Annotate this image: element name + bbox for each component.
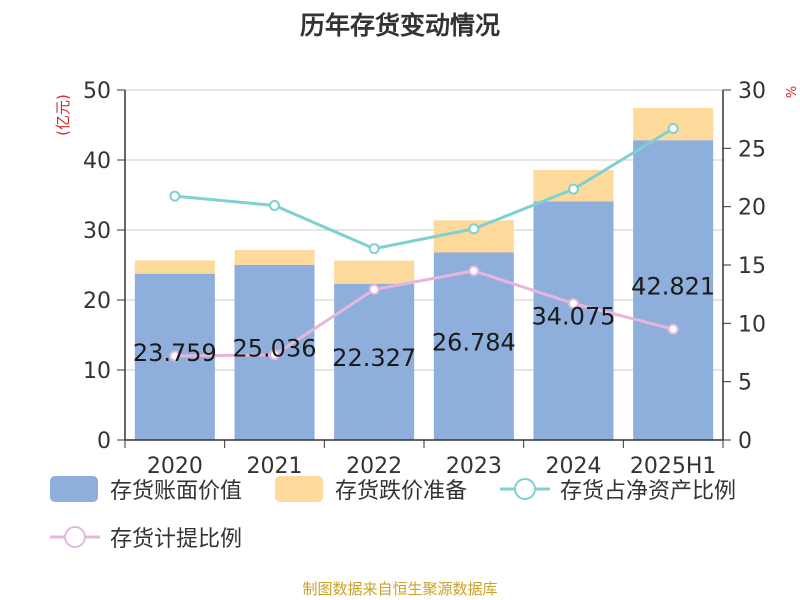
bar-series bbox=[134, 108, 714, 441]
point-net-asset-ratio bbox=[667, 123, 679, 134]
point-provision-ratio bbox=[568, 298, 579, 309]
legend-line-net-asset-ratio bbox=[500, 478, 550, 500]
legend-label-book-value: 存货账面价值 bbox=[110, 479, 243, 504]
left-tick-label: 50 bbox=[83, 79, 111, 104]
left-tick-label: 40 bbox=[83, 149, 111, 174]
bar-book-value bbox=[533, 201, 614, 440]
x-tick-label: 2023 bbox=[446, 454, 502, 479]
point-net-asset-ratio bbox=[169, 190, 181, 202]
left-tick-label: 0 bbox=[97, 429, 111, 454]
point-provision-ratio bbox=[667, 323, 679, 335]
point-provision-ratio bbox=[468, 265, 480, 277]
bar-book-value bbox=[633, 140, 714, 441]
legend-item-book-value[interactable]: 存货账面价值 bbox=[50, 474, 242, 504]
y-axis-right-title: % bbox=[785, 86, 800, 98]
point-provision-ratio bbox=[169, 350, 181, 362]
point-provision-ratio bbox=[368, 284, 380, 295]
point-net-asset-ratio bbox=[468, 223, 480, 235]
legend-item-provision-ratio[interactable]: 存货计提比例 bbox=[50, 522, 242, 552]
source-note: 制图数据来自恒生聚源数据库 bbox=[302, 580, 498, 598]
x-tick-label: 2024 bbox=[546, 454, 602, 479]
axes: 0 10 20 30 40 50 0 5 10 15 20 25 30 2020 2021 2022 2023 2… bbox=[54, 79, 800, 479]
line-series bbox=[169, 123, 679, 362]
line-provision-ratio bbox=[174, 269, 674, 358]
bar-impairment bbox=[134, 260, 215, 274]
point-net-asset-ratio bbox=[568, 183, 579, 195]
right-tick-label: 20 bbox=[738, 196, 766, 221]
right-tick-label: 10 bbox=[738, 312, 766, 337]
legend-label-net-asset-ratio: 存货占净资产比例 bbox=[560, 479, 737, 504]
left-tick-label: 30 bbox=[83, 219, 111, 244]
point-provision-ratio bbox=[269, 349, 280, 361]
right-tick-label: 5 bbox=[738, 371, 752, 396]
left-tick-label: 10 bbox=[83, 359, 111, 384]
point-net-asset-ratio bbox=[368, 243, 380, 255]
legend-item-impairment[interactable]: 存货跌价准备 bbox=[275, 474, 467, 504]
bar-book-value bbox=[334, 283, 415, 440]
bar-impairment bbox=[234, 250, 315, 265]
line-net-asset-ratio bbox=[174, 127, 674, 251]
legend-item-net-asset-ratio[interactable]: 存货占净资产比例 bbox=[500, 474, 736, 504]
bar-book-value bbox=[433, 252, 514, 440]
x-tick-label: 2025H1 bbox=[630, 454, 717, 479]
bar-impairment bbox=[334, 260, 415, 284]
data-label-book-value: 22.327 bbox=[332, 344, 416, 372]
point-net-asset-ratio bbox=[269, 200, 280, 211]
legend-label-provision-ratio: 存货计提比例 bbox=[110, 527, 243, 552]
left-tick-label: 20 bbox=[83, 289, 111, 314]
data-label-book-value: 25.036 bbox=[233, 334, 317, 362]
y-axis-left-title: (亿元) bbox=[54, 94, 72, 136]
x-tick-label: 2020 bbox=[147, 454, 203, 479]
data-labels: 23.759 25.036 22.327 26.784 34.075 42.821 bbox=[133, 272, 715, 372]
x-tick-label: 2022 bbox=[346, 454, 402, 479]
right-tick-label: 15 bbox=[738, 254, 766, 279]
data-label-book-value: 26.784 bbox=[432, 328, 516, 356]
legend-swatch-impairment bbox=[275, 476, 323, 502]
grid-lines bbox=[125, 89, 723, 371]
legend-label-impairment: 存货跌价准备 bbox=[335, 479, 468, 504]
data-label-book-value: 42.821 bbox=[631, 272, 715, 300]
legend-swatch-book-value bbox=[50, 476, 98, 502]
right-tick-label: 25 bbox=[738, 137, 766, 162]
right-tick-label: 0 bbox=[738, 429, 752, 454]
legend-line-provision-ratio bbox=[50, 526, 100, 548]
right-tick-label: 30 bbox=[738, 79, 766, 104]
x-tick-label: 2021 bbox=[247, 454, 303, 479]
data-label-book-value: 34.075 bbox=[532, 303, 616, 331]
chart-title: 历年存货变动情况 bbox=[299, 11, 500, 40]
data-label-book-value: 23.759 bbox=[133, 339, 217, 367]
